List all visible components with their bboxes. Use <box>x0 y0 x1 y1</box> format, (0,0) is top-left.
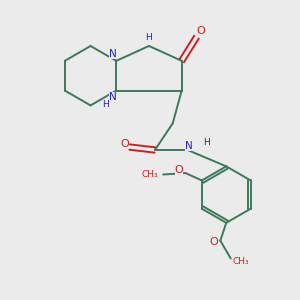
Text: O: O <box>175 165 183 175</box>
Text: O: O <box>209 237 218 247</box>
Text: N: N <box>185 140 193 151</box>
Text: O: O <box>196 26 206 36</box>
Text: H: H <box>204 138 210 147</box>
Text: H: H <box>146 33 152 42</box>
Text: CH₃: CH₃ <box>233 257 249 266</box>
Text: O: O <box>120 139 129 149</box>
Text: N: N <box>109 49 117 59</box>
Text: N: N <box>109 92 117 102</box>
Text: H: H <box>102 100 108 109</box>
Text: CH₃: CH₃ <box>142 170 158 179</box>
